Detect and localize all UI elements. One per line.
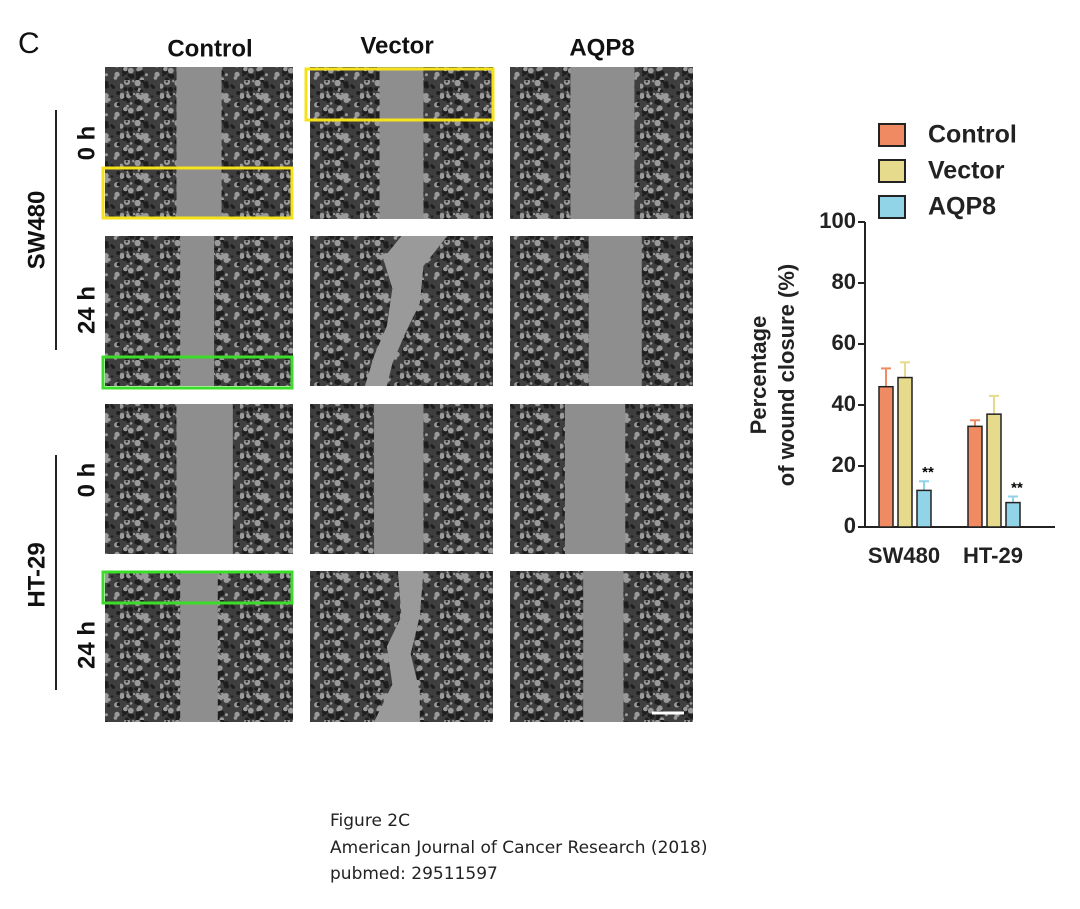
legend-label: Vector xyxy=(928,157,1005,185)
wound-gap xyxy=(176,404,233,554)
bar xyxy=(916,489,932,528)
wound-gap xyxy=(374,404,424,554)
y-tick-label: 80 xyxy=(832,269,856,294)
x-tick-label: SW480 xyxy=(868,543,940,568)
wound-gap xyxy=(570,67,635,219)
wound-gap xyxy=(588,236,642,386)
highlight-box xyxy=(101,355,294,390)
bar xyxy=(878,385,894,528)
y-axis-label: of wound closure (%) xyxy=(774,264,799,486)
caption-line: American Journal of Cancer Research (201… xyxy=(330,838,707,858)
wound-gap xyxy=(364,236,448,386)
time-label: 24 h xyxy=(73,286,100,334)
wound-gap xyxy=(180,236,215,386)
x-tick-label: HT-29 xyxy=(963,543,1023,568)
y-axis-label: Percentage xyxy=(746,316,771,435)
wound-gap xyxy=(379,67,424,219)
column-header: AQP8 xyxy=(569,34,634,61)
highlight-box xyxy=(101,166,294,220)
bar xyxy=(986,413,1002,528)
wound-gap xyxy=(564,404,626,554)
time-label: 0 h xyxy=(73,126,100,161)
legend-label: AQP8 xyxy=(928,193,996,221)
wound-gap xyxy=(176,67,222,219)
column-header: Control xyxy=(167,35,252,62)
caption-line: pubmed: 29511597 xyxy=(330,864,498,884)
bar xyxy=(967,425,983,528)
wound-gap xyxy=(583,571,624,722)
highlight-box xyxy=(304,67,495,122)
time-label: 0 h xyxy=(73,463,100,498)
wound-gap xyxy=(374,571,424,722)
y-tick-label: 60 xyxy=(832,330,856,355)
y-tick-label: 20 xyxy=(832,452,856,477)
legend-swatch xyxy=(878,195,906,219)
panel-label: C xyxy=(18,27,40,60)
y-tick-label: 40 xyxy=(832,391,856,416)
time-label: 24 h xyxy=(73,621,100,669)
caption-line: Figure 2C xyxy=(330,811,410,831)
bar xyxy=(1005,501,1021,528)
y-tick-label: 100 xyxy=(819,208,856,233)
legend-swatch xyxy=(878,159,906,183)
legend-swatch xyxy=(878,123,906,147)
y-tick-label: 0 xyxy=(844,513,856,538)
significance-label: ** xyxy=(922,464,934,481)
significance-label: ** xyxy=(1011,479,1023,496)
column-header: Vector xyxy=(360,32,433,59)
highlight-box xyxy=(101,570,294,605)
bar xyxy=(897,376,913,528)
cell-line-label: HT-29 xyxy=(23,542,50,607)
wound-gap xyxy=(180,571,218,722)
legend-label: Control xyxy=(928,121,1017,149)
cell-line-label: SW480 xyxy=(23,191,50,270)
